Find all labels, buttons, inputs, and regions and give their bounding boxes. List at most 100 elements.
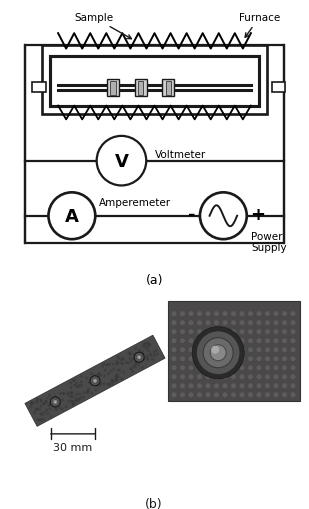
Circle shape: [70, 395, 72, 398]
Circle shape: [92, 379, 98, 383]
Circle shape: [121, 362, 124, 365]
Bar: [32, 83, 46, 93]
Circle shape: [119, 358, 122, 361]
Circle shape: [231, 383, 236, 388]
Circle shape: [54, 395, 57, 398]
Text: 30 mm: 30 mm: [53, 442, 93, 452]
Circle shape: [138, 357, 141, 360]
Circle shape: [69, 392, 72, 395]
Text: -: -: [188, 206, 196, 224]
Circle shape: [205, 392, 210, 398]
Bar: [162, 80, 174, 97]
Circle shape: [214, 392, 219, 398]
Circle shape: [282, 338, 287, 344]
Circle shape: [116, 355, 119, 358]
Circle shape: [116, 373, 118, 376]
Text: (a): (a): [146, 273, 163, 286]
Bar: [107, 80, 119, 97]
Circle shape: [231, 356, 236, 361]
Circle shape: [39, 405, 42, 408]
Circle shape: [214, 365, 219, 371]
Circle shape: [239, 312, 244, 317]
Circle shape: [256, 375, 261, 380]
Circle shape: [61, 408, 64, 411]
Circle shape: [188, 365, 193, 371]
Circle shape: [256, 392, 261, 398]
Circle shape: [78, 384, 81, 387]
Circle shape: [38, 408, 41, 411]
Circle shape: [197, 392, 202, 398]
Circle shape: [188, 348, 193, 353]
Circle shape: [134, 363, 137, 366]
Circle shape: [248, 356, 253, 361]
Circle shape: [143, 357, 146, 360]
Circle shape: [273, 329, 278, 334]
Circle shape: [205, 338, 210, 344]
Circle shape: [222, 356, 227, 361]
Circle shape: [273, 392, 278, 398]
Circle shape: [66, 392, 69, 394]
Circle shape: [104, 369, 107, 372]
Circle shape: [120, 362, 123, 365]
Circle shape: [141, 351, 144, 354]
Circle shape: [120, 377, 123, 380]
Circle shape: [239, 365, 244, 371]
Circle shape: [231, 312, 236, 317]
Circle shape: [265, 329, 270, 334]
Circle shape: [282, 375, 287, 380]
Circle shape: [112, 368, 115, 371]
Circle shape: [142, 345, 145, 348]
Circle shape: [188, 375, 193, 380]
Circle shape: [222, 312, 227, 317]
Circle shape: [134, 353, 144, 362]
Circle shape: [115, 376, 118, 379]
Circle shape: [80, 384, 83, 387]
Circle shape: [54, 401, 56, 403]
Circle shape: [35, 409, 37, 412]
Circle shape: [95, 379, 98, 382]
Circle shape: [93, 381, 96, 384]
Circle shape: [222, 375, 227, 380]
Circle shape: [192, 327, 244, 379]
Circle shape: [49, 415, 53, 418]
Circle shape: [108, 363, 111, 366]
Circle shape: [36, 418, 39, 421]
Circle shape: [45, 409, 48, 412]
Circle shape: [129, 352, 132, 355]
Circle shape: [133, 354, 136, 357]
Circle shape: [282, 321, 287, 326]
Circle shape: [256, 365, 261, 371]
Circle shape: [180, 338, 185, 344]
Circle shape: [100, 383, 103, 386]
Circle shape: [180, 392, 185, 398]
Circle shape: [214, 383, 219, 388]
Circle shape: [72, 403, 75, 406]
Circle shape: [171, 329, 176, 334]
Circle shape: [62, 392, 65, 395]
Bar: [272, 83, 285, 93]
Circle shape: [112, 382, 115, 385]
Circle shape: [239, 356, 244, 361]
Circle shape: [205, 348, 210, 353]
Circle shape: [122, 358, 125, 361]
Circle shape: [222, 329, 227, 334]
Circle shape: [222, 365, 227, 371]
Circle shape: [146, 358, 149, 361]
Circle shape: [99, 374, 102, 377]
Circle shape: [71, 400, 74, 403]
Circle shape: [222, 338, 227, 344]
Circle shape: [90, 392, 93, 394]
Circle shape: [248, 329, 253, 334]
Circle shape: [140, 351, 143, 354]
Circle shape: [72, 395, 75, 398]
Circle shape: [94, 380, 96, 382]
Circle shape: [141, 353, 144, 356]
Bar: [110, 81, 116, 95]
Circle shape: [147, 343, 150, 346]
Circle shape: [55, 409, 58, 412]
Circle shape: [171, 312, 176, 317]
Circle shape: [150, 354, 153, 357]
Circle shape: [197, 375, 202, 380]
Circle shape: [87, 388, 90, 391]
Circle shape: [197, 321, 202, 326]
